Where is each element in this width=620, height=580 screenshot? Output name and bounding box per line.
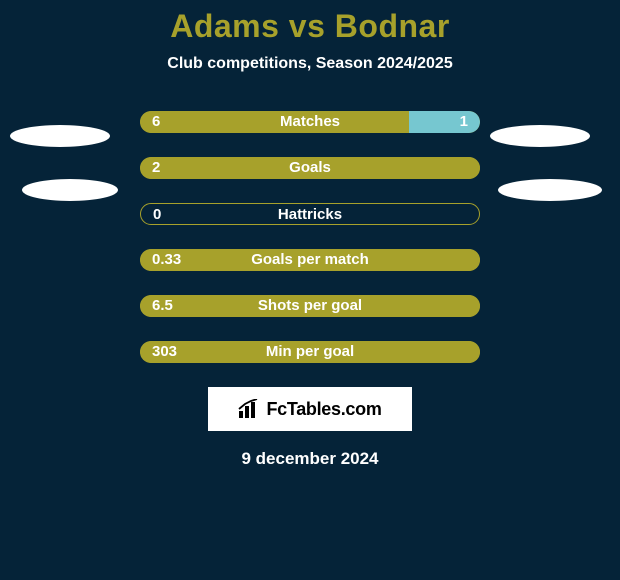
- stat-value-left: 0: [153, 204, 161, 225]
- stat-row: 0.33Goals per match: [0, 249, 620, 271]
- stats-comparison-area: 61Matches2Goals0Hattricks0.33Goals per m…: [0, 111, 620, 363]
- decorative-ellipse: [22, 179, 118, 201]
- stat-value-left: 2: [152, 157, 160, 179]
- date-label: 9 december 2024: [0, 449, 620, 469]
- stat-row: 0Hattricks: [0, 203, 620, 225]
- stat-value-left: 6: [152, 111, 160, 133]
- stat-value-right: 1: [460, 111, 468, 133]
- stat-value-left: 6.5: [152, 295, 173, 317]
- stat-label: Hattricks: [141, 204, 479, 225]
- stat-bar-left: [140, 295, 480, 317]
- stat-row: 6.5Shots per goal: [0, 295, 620, 317]
- stat-bar-left: [140, 157, 480, 179]
- stat-bar-left: [140, 341, 480, 363]
- stat-bar-left: [140, 249, 480, 271]
- stat-bar-track: 303Min per goal: [140, 341, 480, 363]
- stat-bar-right: [409, 111, 480, 133]
- stat-row: 2Goals: [0, 157, 620, 179]
- brand-label: FcTables.com: [266, 399, 381, 420]
- decorative-ellipse: [498, 179, 602, 201]
- decorative-ellipse: [490, 125, 590, 147]
- stat-bar-track: 0.33Goals per match: [140, 249, 480, 271]
- stat-bar-track: 0Hattricks: [140, 203, 480, 225]
- stat-bar-track: 6.5Shots per goal: [140, 295, 480, 317]
- stat-value-left: 0.33: [152, 249, 181, 271]
- page-title: Adams vs Bodnar: [0, 0, 620, 45]
- brand-box: FcTables.com: [208, 387, 412, 431]
- decorative-ellipse: [10, 125, 110, 147]
- stat-bar-left: [140, 111, 409, 133]
- page-subtitle: Club competitions, Season 2024/2025: [0, 55, 620, 73]
- stat-bar-track: 61Matches: [140, 111, 480, 133]
- chart-bar-icon: [238, 399, 262, 419]
- stat-value-left: 303: [152, 341, 177, 363]
- stat-bar-track: 2Goals: [140, 157, 480, 179]
- stat-row: 303Min per goal: [0, 341, 620, 363]
